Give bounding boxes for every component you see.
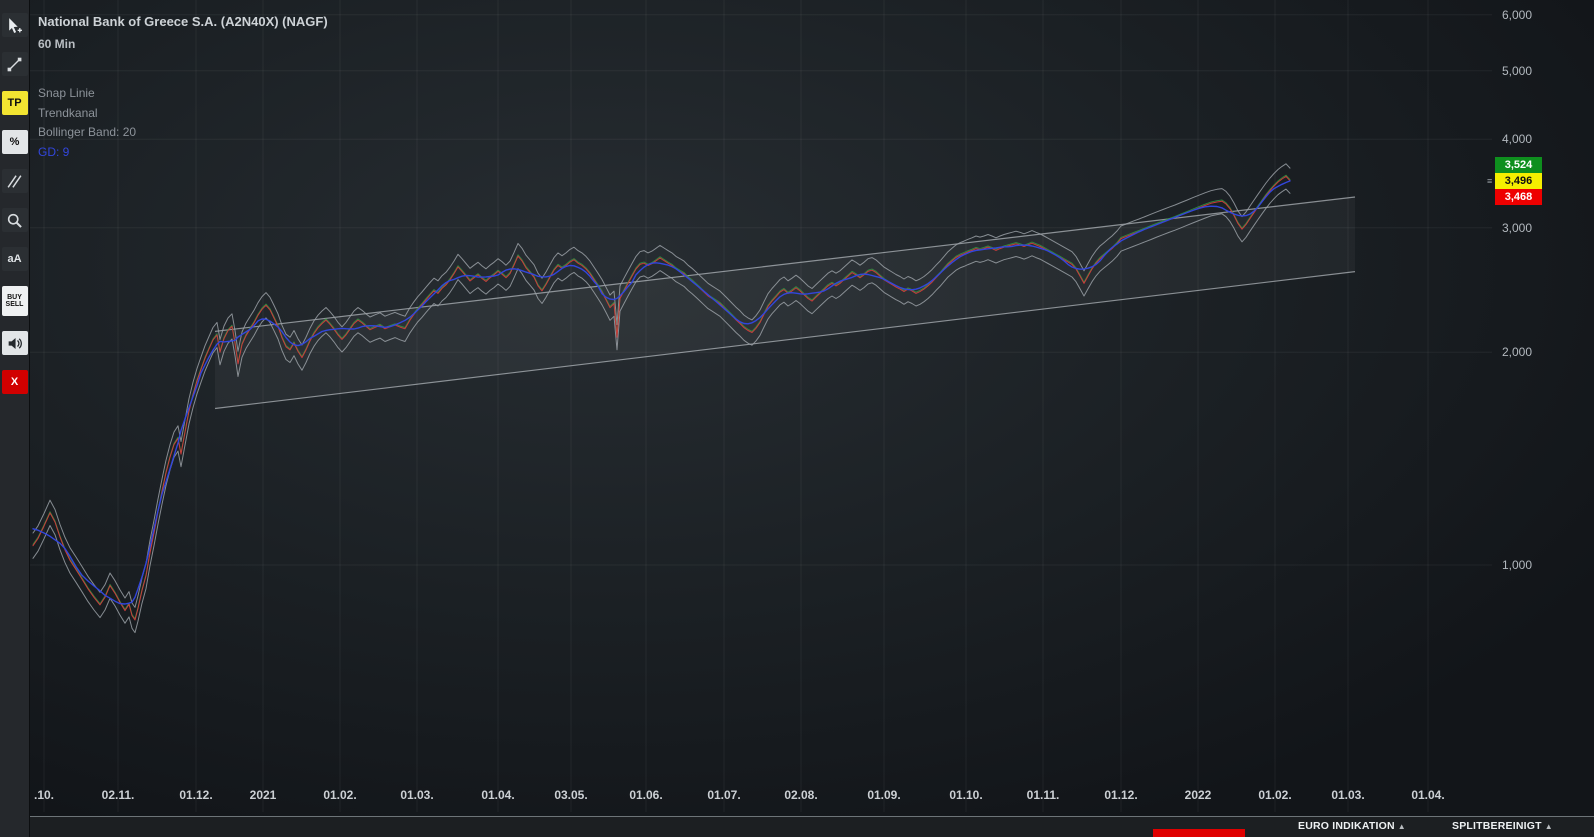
x-axis-label: 02.11. xyxy=(101,788,135,802)
text-tool[interactable]: aA xyxy=(1,247,28,271)
speaker-icon xyxy=(8,337,22,349)
x-axis-label: 01.10. xyxy=(949,788,983,802)
zoom-tool[interactable] xyxy=(1,208,28,232)
y-axis-label: 5,000 xyxy=(1502,64,1533,78)
turning-point-tool[interactable]: TP xyxy=(1,91,28,115)
x-axis-label: 01.04. xyxy=(1411,788,1445,802)
y-axis-label: 4,000 xyxy=(1502,132,1533,146)
last-price-tag: 3,496 ≡ xyxy=(1487,173,1542,189)
cursor-icon xyxy=(9,17,22,33)
parallel-icon xyxy=(7,174,22,188)
pointer-tool[interactable] xyxy=(1,13,28,37)
close-button[interactable]: X xyxy=(1,370,28,394)
parallel-lines-tool[interactable] xyxy=(1,169,28,193)
legend-item[interactable]: Snap Linie xyxy=(38,86,95,100)
bid-price-tag: 3,468 xyxy=(1495,189,1542,205)
date-axis: .10. 02.11. 01.12. 2021 01.02. 01.03. 01.04. 03… xyxy=(30,786,1492,810)
x-axis-label: 02.08. xyxy=(784,788,818,802)
button-label: SELL xyxy=(5,301,24,308)
x-axis-label: 01.06. xyxy=(629,788,663,802)
line-icon xyxy=(7,57,22,71)
chart-title: National Bank of Greece S.A. (A2N40X) (N… xyxy=(38,14,328,29)
x-axis-label: 01.03. xyxy=(400,788,434,802)
chart-region[interactable]: National Bank of Greece S.A. (A2N40X) (N… xyxy=(30,0,1492,816)
x-axis-label: 01.04. xyxy=(481,788,515,802)
chart-header: National Bank of Greece S.A. (A2N40X) (N… xyxy=(38,14,328,51)
legend-item[interactable]: GD: 9 xyxy=(38,144,70,159)
y-axis-label: 6,000 xyxy=(1502,8,1533,22)
price-tag-handle[interactable]: ≡ xyxy=(1487,176,1493,186)
x-axis-label: .10. xyxy=(33,788,55,802)
ask-price-tag: 3,524 xyxy=(1495,157,1542,173)
price-chart-canvas[interactable] xyxy=(30,0,1492,812)
x-axis-label: 01.02. xyxy=(323,788,357,802)
footer-red-bar xyxy=(1153,829,1245,837)
sort-ascending-icon: ▲ xyxy=(1397,822,1406,831)
x-axis-label: 01.03. xyxy=(1331,788,1365,802)
x-axis-label: 2022 xyxy=(1184,788,1212,802)
sound-alert-tool[interactable] xyxy=(1,331,28,355)
x-axis-label: 01.07. xyxy=(707,788,741,802)
chart-interval: 60 Min xyxy=(38,37,76,51)
percent-tool[interactable]: % xyxy=(1,130,28,154)
legend-item[interactable]: Bollinger Band: 20 xyxy=(38,125,137,139)
x-axis-label: 03.05. xyxy=(554,788,588,802)
y-axis-label: 3,000 xyxy=(1502,221,1533,235)
sort-ascending-icon: ▲ xyxy=(1544,822,1553,831)
y-axis-label: 2,000 xyxy=(1502,345,1533,359)
x-axis-label: 01.12. xyxy=(179,788,213,802)
price-axis: 6,000 5,000 4,000 3,000 2,000 1,000 3,524 3,496… xyxy=(1487,0,1594,816)
x-axis-label: 2021 xyxy=(249,788,277,802)
legend-item[interactable]: Trendkanal xyxy=(38,105,98,120)
indicator-legend: Snap Linie Trendkanal Bollinger Band: 20 GD… xyxy=(38,84,136,162)
x-axis-label: 01.09. xyxy=(867,788,901,802)
zoom-icon xyxy=(7,213,22,228)
drawing-toolbar: TP% aA BUY SELL X xyxy=(0,0,30,837)
quote-table-header-row: EURO INDIKATION ▲ SPLITBEREINIGT ▲ xyxy=(30,816,1594,837)
y-axis-label: 1,000 xyxy=(1502,558,1533,572)
x-axis-label: 01.12. xyxy=(1104,788,1138,802)
button-label: BUY xyxy=(7,294,22,301)
buy-sell-button[interactable]: BUY SELL xyxy=(1,286,28,316)
trendline-tool[interactable] xyxy=(1,52,28,76)
column-header-euro-indikation[interactable]: EURO INDIKATION ▲ xyxy=(1298,820,1406,832)
x-axis-label: 01.02. xyxy=(1258,788,1292,802)
x-axis-label: 01.11. xyxy=(1026,788,1060,802)
column-header-splitbereinigt[interactable]: SPLITBEREINIGT ▲ xyxy=(1452,820,1553,832)
